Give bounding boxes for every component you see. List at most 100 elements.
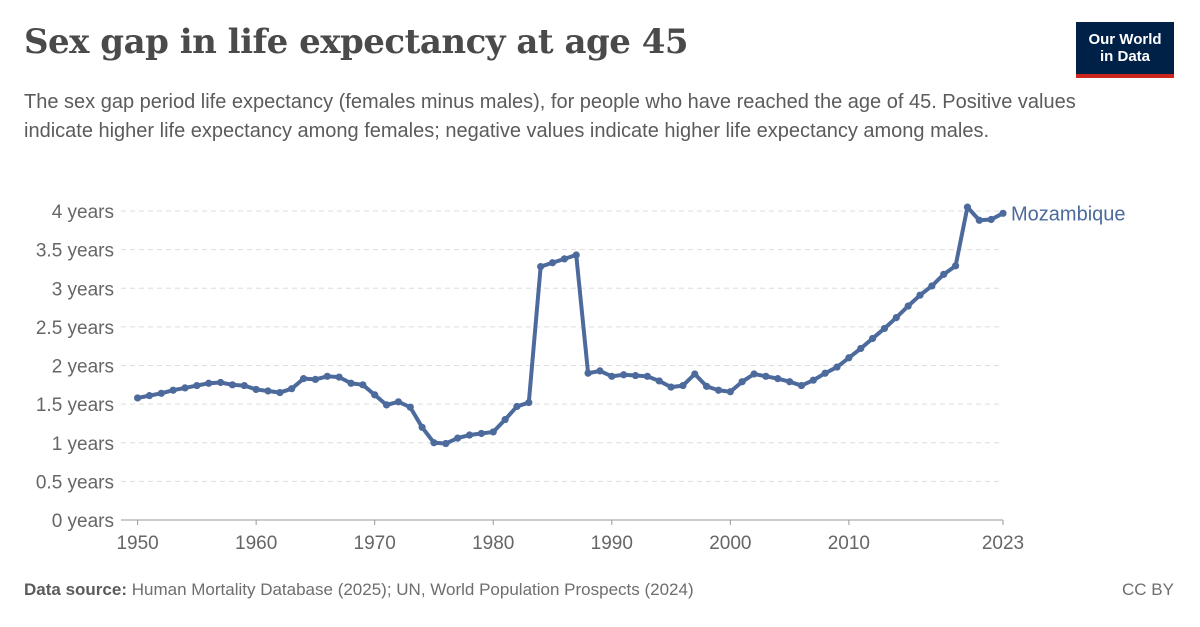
- data-point: [880, 324, 889, 333]
- chart-subtitle: The sex gap period life expectancy (fema…: [24, 91, 1076, 142]
- x-tick-label: 1990: [591, 533, 633, 554]
- data-point: [857, 344, 865, 353]
- data-point: [951, 262, 960, 270]
- data-point: [311, 375, 320, 384]
- data-point: [608, 372, 616, 380]
- data-point: [288, 385, 296, 393]
- data-point: [240, 381, 248, 390]
- data-point: [252, 385, 260, 394]
- data-point: [643, 372, 651, 380]
- data-point: [999, 209, 1007, 217]
- data-point: [335, 373, 343, 381]
- data-point: [371, 391, 379, 399]
- data-point: [940, 270, 948, 278]
- data-point: [548, 259, 557, 267]
- data-point: [560, 255, 568, 263]
- data-point: [501, 415, 509, 424]
- data-point: [797, 381, 806, 390]
- data-point: [465, 431, 474, 439]
- data-point: [620, 371, 628, 379]
- y-tick-label: 2 years: [52, 357, 114, 378]
- license-link[interactable]: CC BY: [1122, 580, 1174, 599]
- series-line-mozambique: [137, 205, 1004, 446]
- x-tick-label: 2010: [828, 533, 870, 554]
- data-point: [347, 379, 355, 387]
- data-point: [809, 376, 817, 384]
- data-point: [631, 371, 640, 380]
- data-point: [276, 388, 284, 397]
- data-point: [418, 423, 426, 431]
- data-point: [786, 378, 794, 386]
- data-point: [382, 401, 391, 409]
- data-point: [145, 392, 154, 400]
- x-tick-label: 1950: [116, 533, 158, 554]
- data-point: [916, 291, 924, 299]
- data-point: [264, 387, 272, 395]
- data-source: Data source: Human Mortality Database (2…: [24, 580, 694, 600]
- data-point: [169, 386, 177, 394]
- data-point: [987, 215, 995, 224]
- data-point: [406, 403, 414, 411]
- data-point: [691, 370, 699, 378]
- y-tick-label: 4 years: [52, 202, 114, 223]
- data-point: [868, 334, 877, 343]
- data-point: [750, 370, 758, 378]
- data-point: [774, 375, 782, 383]
- logo-line-2: in Data: [1099, 48, 1150, 65]
- data-point: [323, 372, 331, 380]
- x-tick-label: 2000: [709, 533, 751, 554]
- data-point: [205, 379, 213, 387]
- data-source-text[interactable]: Human Mortality Database (2025); UN, Wor…: [131, 580, 694, 599]
- data-point: [228, 381, 237, 389]
- series-label: Mozambique: [1011, 203, 1126, 225]
- x-tick-label: 1960: [235, 533, 277, 554]
- data-point: [928, 282, 936, 290]
- data-point: [833, 363, 841, 371]
- logo-line-1: Our World: [1088, 31, 1162, 48]
- data-point: [216, 378, 225, 387]
- data-point: [584, 369, 592, 377]
- data-point: [714, 386, 723, 394]
- x-tick-label: 1970: [354, 533, 396, 554]
- y-tick-label: 0.5 years: [36, 472, 114, 493]
- data-point: [655, 377, 663, 385]
- data-point: [430, 439, 438, 447]
- data-point: [762, 372, 770, 380]
- data-point: [537, 263, 545, 271]
- data-point: [513, 402, 521, 411]
- data-point: [442, 439, 450, 448]
- data-point: [572, 251, 580, 259]
- data-point: [525, 398, 533, 407]
- chart-title: Sex gap in life expectancy at age 45: [24, 22, 689, 62]
- data-point: [738, 378, 746, 386]
- data-point: [679, 381, 687, 390]
- data-point: [975, 216, 983, 224]
- data-point: [477, 429, 485, 438]
- y-tick-label: 1.5 years: [36, 395, 114, 416]
- data-source-label: Data source:: [24, 580, 127, 599]
- x-tick-label: 1980: [472, 533, 514, 554]
- y-tick-label: 0 years: [52, 511, 114, 532]
- data-point: [394, 398, 403, 406]
- data-point: [904, 302, 912, 310]
- data-point: [359, 381, 367, 389]
- data-point: [963, 203, 972, 211]
- data-point: [845, 354, 853, 362]
- data-point: [667, 383, 675, 391]
- data-point: [489, 428, 497, 436]
- y-tick-label: 3 years: [52, 279, 114, 300]
- data-point: [703, 382, 711, 390]
- y-tick-label: 1 years: [52, 434, 114, 455]
- data-point: [821, 369, 829, 377]
- data-point: [193, 381, 201, 390]
- data-point: [454, 434, 462, 442]
- y-tick-label: 3.5 years: [36, 241, 114, 262]
- owid-logo[interactable]: Our World in Data: [1076, 22, 1174, 78]
- data-point: [596, 367, 604, 375]
- data-point: [726, 388, 734, 396]
- data-point: [181, 384, 189, 392]
- data-point: [892, 314, 900, 322]
- y-tick-label: 2.5 years: [36, 318, 114, 339]
- data-point: [133, 394, 142, 402]
